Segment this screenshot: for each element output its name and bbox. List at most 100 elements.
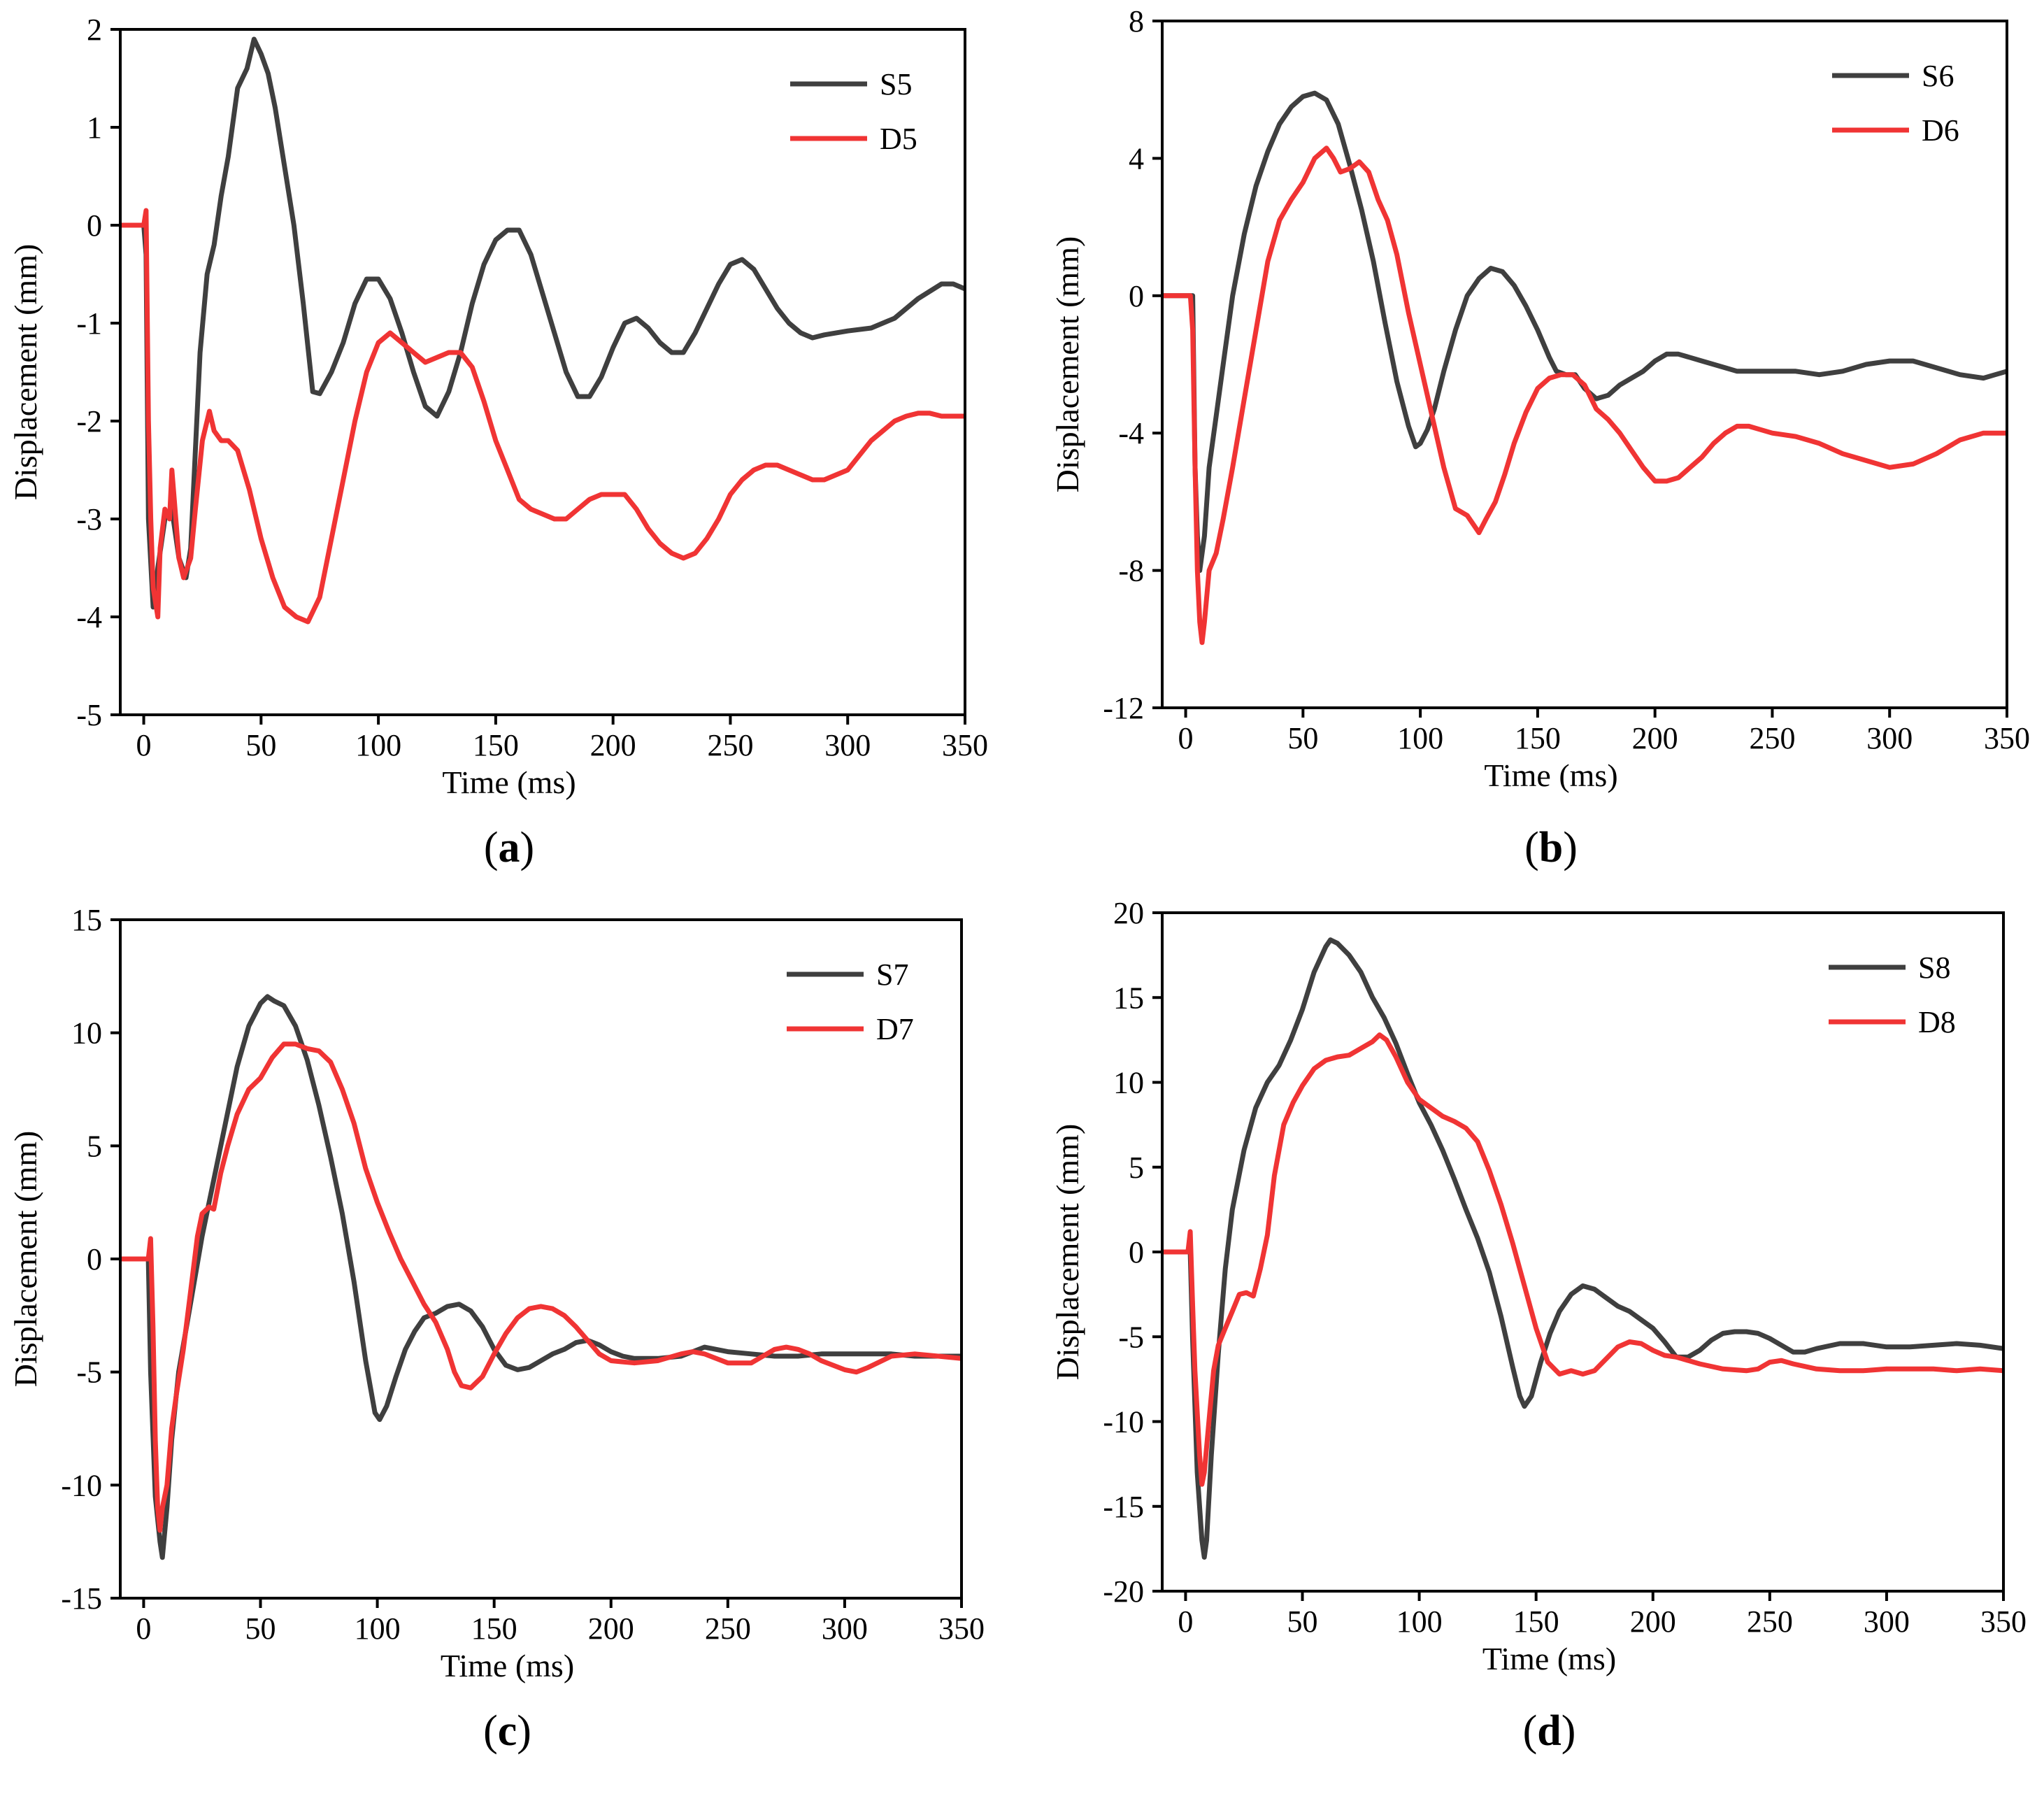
- x-tick-label: 350: [942, 728, 988, 762]
- x-tick-label: 50: [245, 728, 276, 762]
- panel-label: (c): [483, 1707, 531, 1755]
- y-tick-label: -4: [1118, 416, 1144, 450]
- series-line-d5: [120, 208, 965, 625]
- x-tick-label: 150: [1513, 1604, 1559, 1639]
- y-tick-label: 5: [1129, 1151, 1144, 1185]
- y-tick-label: 0: [1129, 1235, 1144, 1269]
- y-tick-label: -3: [76, 502, 102, 536]
- y-tick-label: 4: [1129, 141, 1144, 176]
- x-tick-label: 150: [473, 728, 519, 762]
- y-axis-title: Displacement (mm): [1050, 236, 1085, 493]
- chart-panel-c: 0 50 100 150 200 250 300 350 -15 -10 -5 0 5 10 15 Time …: [8, 903, 985, 1755]
- y-tick-label: 15: [71, 903, 102, 937]
- series-line-s7: [120, 994, 962, 1560]
- x-tick-label: 250: [1747, 1604, 1793, 1639]
- x-tick-label: 150: [471, 1611, 517, 1646]
- plot-frame: [1161, 20, 2008, 709]
- x-tick-label: 100: [1396, 1604, 1443, 1639]
- panel-label: (a): [484, 824, 534, 871]
- series-line-s6: [1162, 90, 2007, 574]
- x-tick-label: 0: [1178, 721, 1194, 755]
- x-axis-title: Time (ms): [441, 1648, 574, 1683]
- series-line-d7: [120, 1041, 962, 1533]
- x-tick-label: 300: [1866, 721, 1913, 755]
- y-tick-label: -10: [1103, 1405, 1144, 1439]
- y-tick-label: 1: [87, 111, 102, 145]
- x-tick-label: 100: [355, 1611, 401, 1646]
- legend-label-d7: D7: [876, 1012, 914, 1046]
- x-tick-label: 200: [590, 728, 636, 762]
- y-tick-label: -10: [61, 1468, 102, 1502]
- y-tick-label: -15: [61, 1581, 102, 1616]
- y-tick-label: 0: [87, 208, 102, 243]
- plot-frame: [1161, 911, 2005, 1593]
- y-tick-label: -5: [76, 698, 102, 732]
- x-tick-label: 50: [245, 1611, 276, 1646]
- x-tick-label: 250: [705, 1611, 751, 1646]
- x-tick-label: 350: [1984, 721, 2030, 755]
- series-line-s5: [120, 36, 965, 610]
- y-tick-label: -20: [1103, 1574, 1144, 1609]
- x-tick-label: 300: [824, 728, 871, 762]
- x-tick-label: 350: [938, 1611, 985, 1646]
- y-tick-label: -5: [76, 1355, 102, 1390]
- y-tick-label: 10: [1113, 1066, 1144, 1100]
- x-tick-label: 300: [1864, 1604, 1910, 1639]
- y-tick-label: -2: [76, 404, 102, 439]
- x-tick-label: 0: [136, 1611, 151, 1646]
- legend-label-s5: S5: [880, 67, 912, 101]
- x-tick-label: 100: [1397, 721, 1443, 755]
- x-tick-label: 0: [136, 728, 152, 762]
- chart-panel-d: 0 50 100 150 200 250 300 350 -20 -15 -10 -5 0 5 10 15 20…: [1050, 896, 2027, 1755]
- y-tick-label: 2: [87, 13, 102, 47]
- x-tick-label: 200: [1632, 721, 1678, 755]
- chart-panel-b: 0 50 100 150 200 250 300 350 -12 -8 -4 0 4 8 Time (ms)…: [1050, 4, 2030, 871]
- y-tick-label: -8: [1118, 554, 1144, 588]
- x-tick-label: 150: [1515, 721, 1561, 755]
- y-tick-label: -4: [76, 600, 102, 634]
- series-line-d6: [1162, 145, 2007, 646]
- series-line-s8: [1162, 937, 2003, 1560]
- panel-letter: c: [498, 1707, 517, 1755]
- chart-panel-a: 0 50 100 150 200 250 300 350 -5 -4 -3 -2 -1 0 1 2 Time (…: [8, 13, 988, 871]
- y-tick-label: -5: [1118, 1320, 1144, 1354]
- y-tick-label: 20: [1113, 896, 1144, 930]
- x-tick-label: 200: [1630, 1604, 1676, 1639]
- legend-label-s6: S6: [1922, 59, 1954, 93]
- y-tick-label: 0: [87, 1242, 102, 1276]
- y-axis-title: Displacement (mm): [8, 244, 43, 501]
- y-tick-label: 15: [1113, 981, 1144, 1015]
- legend-label-d6: D6: [1922, 113, 1959, 148]
- x-tick-label: 50: [1287, 721, 1318, 755]
- x-tick-label: 200: [588, 1611, 634, 1646]
- y-tick-label: -1: [76, 306, 102, 341]
- y-tick-label: -12: [1103, 691, 1144, 725]
- panel-letter: b: [1539, 824, 1563, 871]
- y-axis-title: Displacement (mm): [1050, 1124, 1085, 1381]
- x-tick-label: 250: [1749, 721, 1795, 755]
- series-line-d8: [1162, 1032, 2003, 1487]
- legend-label-d5: D5: [880, 122, 917, 156]
- y-tick-label: 0: [1129, 279, 1144, 313]
- x-axis-title: Time (ms): [1482, 1641, 1616, 1676]
- x-tick-label: 0: [1178, 1604, 1193, 1639]
- x-tick-label: 250: [707, 728, 753, 762]
- legend-label-d8: D8: [1918, 1005, 1956, 1039]
- x-tick-label: 50: [1287, 1604, 1318, 1639]
- y-axis-title: Displacement (mm): [8, 1131, 43, 1388]
- plot-frame: [119, 28, 966, 716]
- panel-letter: a: [499, 824, 520, 871]
- legend-label-s7: S7: [876, 957, 908, 992]
- y-tick-label: 10: [71, 1016, 102, 1051]
- x-axis-title: Time (ms): [442, 764, 576, 800]
- plot-frame: [119, 918, 963, 1600]
- x-tick-label: 300: [822, 1611, 868, 1646]
- x-tick-label: 350: [1980, 1604, 2027, 1639]
- legend-label-s8: S8: [1918, 951, 1950, 985]
- panel-label: (d): [1523, 1707, 1576, 1755]
- y-tick-label: 8: [1129, 4, 1144, 38]
- y-tick-label: -15: [1103, 1490, 1144, 1524]
- panel-letter: d: [1537, 1707, 1561, 1755]
- x-tick-label: 100: [355, 728, 401, 762]
